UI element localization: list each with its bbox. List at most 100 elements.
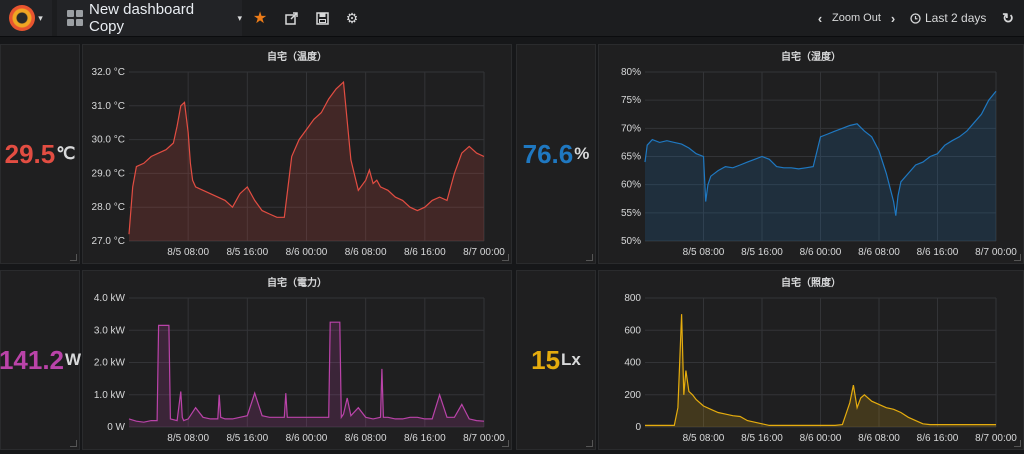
y-tick-label: 31.0 °C [92,101,125,112]
panel-title[interactable]: 自宅（温度） [267,52,327,63]
y-tick-label: 3.0 kW [94,325,126,336]
x-tick-label: 8/5 16:00 [226,433,268,444]
y-tick-label: 2.0 kW [94,358,126,369]
share-button[interactable] [276,0,308,36]
clock-icon [910,12,921,24]
star-button[interactable]: ★ [244,0,276,36]
time-forward-button[interactable]: › [885,0,901,36]
y-tick-label: 30.0 °C [92,135,125,146]
series-area [645,91,996,241]
series-line [645,314,996,426]
panel-title[interactable]: 自宅（電力） [267,278,327,289]
time-back-button[interactable]: ‹ [812,0,828,36]
x-tick-label: 8/5 08:00 [167,433,209,444]
temperature-graph-panel[interactable]: 自宅（温度） 27.0 °C 28.0 °C 29.0 °C 30.0 °C 31.0 … [82,44,512,264]
panel-resize-handle[interactable] [1014,440,1021,447]
series-line [128,321,485,423]
y-tick-label: 32.0 °C [92,67,125,78]
stat-unit: W [65,350,82,369]
stat-value: 141.2 [0,344,65,375]
stat-value: 76.6 [522,138,574,169]
dashboard-picker-button[interactable]: New dashboard Copy ▾ [57,0,242,36]
y-tick-label: 400 [624,358,641,369]
illuminance-graph-panel[interactable]: 自宅（照度） 0 200 400 600 800 8/5 08:00 8/5 16:00 8/… [598,270,1024,450]
panel-resize-handle[interactable] [502,254,509,261]
panel-title[interactable]: 自宅（照度） [781,278,841,289]
y-tick-label: 600 [624,325,641,336]
x-tick-label: 8/6 16:00 [917,247,959,258]
x-tick-label: 8/6 16:00 [917,433,959,444]
x-tick-label: 8/5 16:00 [741,247,783,258]
save-icon [315,11,329,25]
power-chart: 0 W 1.0 kW 2.0 kW 3.0 kW 4.0 kW 8/5 08:00 8/5 … [94,293,505,444]
dashboard-grid-icon [67,10,83,26]
y-tick-label: 28.0 °C [92,202,125,213]
x-tick-label: 8/6 16:00 [404,247,446,258]
x-tick-label: 8/6 16:00 [404,433,446,444]
time-range-picker[interactable]: Last 2 days [910,0,986,36]
panel-resize-handle[interactable] [502,440,509,447]
series-line [128,80,485,235]
y-tick-label: 29.0 °C [92,168,125,179]
y-tick-label: 0 [635,422,641,433]
x-tick-label: 8/6 08:00 [858,433,900,444]
time-range-label: Last 2 days [925,11,987,25]
y-tick-label: 60% [621,180,641,191]
panel-resize-handle[interactable] [586,254,593,261]
y-tick-label: 0 W [107,422,125,433]
stat-unit: Lx [561,350,581,369]
chevron-right-icon: › [890,10,896,26]
x-tick-label: 8/6 08:00 [345,433,387,444]
x-tick-label: 8/6 08:00 [345,247,387,258]
power-graph-panel[interactable]: 自宅（電力） 0 W 1.0 kW 2.0 kW 3.0 kW 4.0 kW 8/5 08… [82,270,512,450]
caret-down-icon: ▾ [38,12,43,23]
zoom-out-label: Zoom Out [832,12,881,24]
x-tick-label: 8/6 00:00 [800,247,842,258]
grafana-menu-button[interactable]: ▾ [0,0,52,36]
x-tick-label: 8/6 08:00 [858,247,900,258]
stat-value: 29.5 [4,138,56,169]
refresh-icon: ↻ [1002,9,1014,26]
y-tick-label: 800 [624,293,641,304]
x-tick-label: 8/5 16:00 [226,247,268,258]
top-navbar: ▾ New dashboard Copy ▾ ★ ⚙ ‹ Zoom Out › [0,0,1024,37]
panel-resize-handle[interactable] [1014,254,1021,261]
settings-button[interactable]: ⚙ [336,0,368,36]
y-tick-label: 55% [621,208,641,219]
x-tick-label: 8/5 08:00 [167,247,209,258]
zoom-out-button[interactable]: Zoom Out [832,0,881,36]
y-tick-label: 1.0 kW [94,390,126,401]
gear-icon: ⚙ [345,9,359,26]
series-area [129,82,484,241]
panel-resize-handle[interactable] [70,440,77,447]
humidity-singlestat-panel[interactable]: 76.6% [516,44,596,264]
panel-resize-handle[interactable] [70,254,77,261]
series-line [644,90,997,216]
power-singlestat-panel[interactable]: 141.2 W [0,270,82,450]
temperature-chart: 27.0 °C 28.0 °C 29.0 °C 30.0 °C 31.0 °C 32.0 … [92,67,506,258]
humidity-chart: 50% 55% 60% 65% 70% 75% 80% 8/5 08:00 8/5 16:00 8… [621,67,1017,258]
x-tick-label: 8/7 00:00 [975,247,1017,258]
temperature-singlestat-panel[interactable]: 29.5 ℃ [0,44,80,264]
chevron-left-icon: ‹ [817,10,823,26]
save-button[interactable] [306,0,338,36]
y-tick-label: 4.0 kW [94,293,126,304]
y-tick-label: 200 [624,390,641,401]
y-tick-label: 27.0 °C [92,236,125,247]
y-tick-label: 80% [621,67,641,78]
panel-resize-handle[interactable] [586,440,593,447]
x-tick-label: 8/7 00:00 [463,247,505,258]
stat-unit: % [574,144,590,163]
refresh-button[interactable]: ↻ [992,0,1024,36]
caret-down-icon: ▾ [237,12,242,23]
x-tick-label: 8/6 00:00 [286,433,328,444]
humidity-graph-panel[interactable]: 自宅（湿度） 50% 55% 60% 65% 70% 75% 80% 8/5 08:00 8/5… [598,44,1024,264]
x-tick-label: 8/6 00:00 [286,247,328,258]
x-tick-label: 8/5 16:00 [741,433,783,444]
star-icon: ★ [252,10,268,27]
illuminance-singlestat-panel[interactable]: 15 Lx [516,270,596,450]
dashboard-title: New dashboard Copy [89,1,195,35]
x-tick-label: 8/6 00:00 [800,433,842,444]
illuminance-chart: 0 200 400 600 800 8/5 08:00 8/5 16:00 8/6 00:00… [624,293,1017,444]
panel-title[interactable]: 自宅（湿度） [781,52,841,63]
